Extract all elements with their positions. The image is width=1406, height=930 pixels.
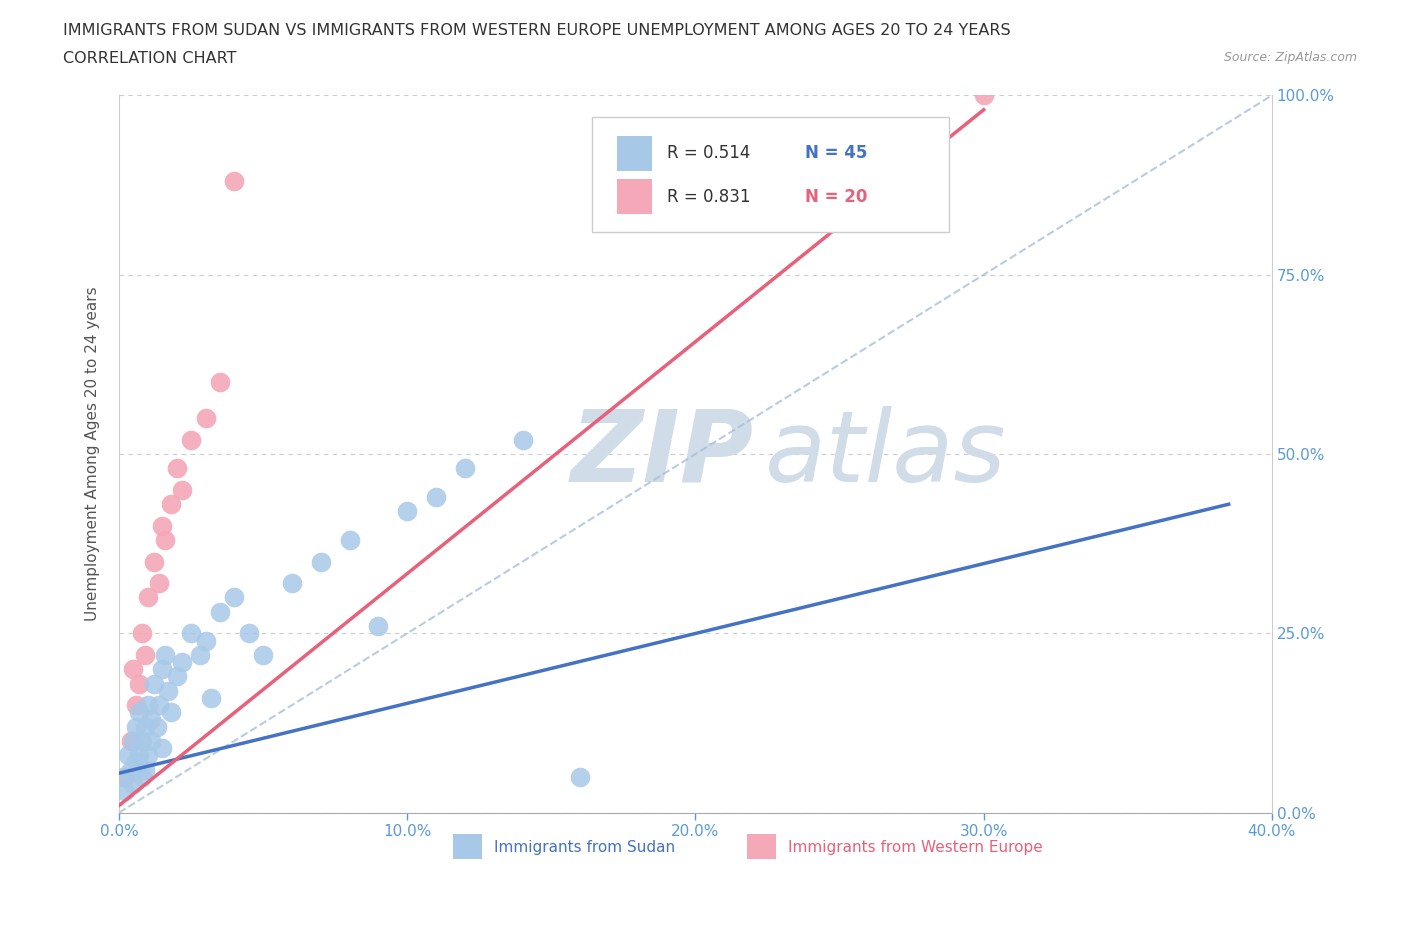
Point — [122, 777, 145, 791]
Point — [153, 647, 176, 662]
Bar — [453, 834, 482, 859]
Point — [281, 576, 304, 591]
Text: Immigrants from Western Europe: Immigrants from Western Europe — [787, 840, 1042, 855]
Point — [425, 489, 447, 504]
Text: IMMIGRANTS FROM SUDAN VS IMMIGRANTS FROM WESTERN EUROPE UNEMPLOYMENT AMONG AGES : IMMIGRANTS FROM SUDAN VS IMMIGRANTS FROM… — [63, 23, 1011, 38]
Point — [125, 755, 148, 770]
Point — [139, 734, 162, 749]
Point — [117, 748, 139, 763]
Point — [208, 375, 231, 390]
Point — [238, 626, 260, 641]
Y-axis label: Unemployment Among Ages 20 to 24 years: Unemployment Among Ages 20 to 24 years — [86, 286, 100, 621]
Point — [142, 554, 165, 569]
Point — [136, 698, 159, 712]
Point — [339, 533, 361, 548]
Bar — [617, 137, 651, 171]
Bar — [748, 834, 776, 859]
Point — [134, 647, 156, 662]
Point — [131, 734, 153, 749]
Point — [125, 698, 148, 712]
Point — [150, 518, 173, 533]
Point — [134, 763, 156, 777]
Point — [150, 740, 173, 755]
Point — [160, 497, 183, 512]
Point — [128, 676, 150, 691]
Point — [396, 504, 419, 519]
Bar — [617, 179, 651, 214]
Point — [148, 576, 170, 591]
Text: atlas: atlas — [765, 405, 1007, 502]
Point — [136, 748, 159, 763]
Point — [180, 432, 202, 447]
Point — [224, 174, 246, 189]
Point — [150, 662, 173, 677]
Point — [142, 676, 165, 691]
Point — [136, 590, 159, 604]
Point — [145, 719, 167, 734]
Point — [114, 784, 136, 799]
Point — [120, 734, 142, 749]
Point — [454, 461, 477, 476]
Point — [194, 633, 217, 648]
FancyBboxPatch shape — [592, 117, 949, 232]
Point — [157, 684, 180, 698]
Text: N = 20: N = 20 — [806, 188, 868, 206]
Point — [172, 655, 194, 670]
Point — [172, 483, 194, 498]
Text: ZIP: ZIP — [569, 405, 754, 502]
Point — [252, 647, 274, 662]
Point — [200, 690, 222, 705]
Point — [973, 88, 995, 103]
Point — [224, 590, 246, 604]
Text: Source: ZipAtlas.com: Source: ZipAtlas.com — [1223, 51, 1357, 64]
Point — [148, 698, 170, 712]
Point — [139, 712, 162, 727]
Point — [131, 626, 153, 641]
Point — [367, 618, 389, 633]
Point — [166, 669, 188, 684]
Text: N = 45: N = 45 — [806, 144, 868, 163]
Point — [120, 763, 142, 777]
Point — [128, 748, 150, 763]
Point — [122, 662, 145, 677]
Text: R = 0.831: R = 0.831 — [666, 188, 751, 206]
Point — [125, 719, 148, 734]
Point — [114, 769, 136, 784]
Point — [153, 533, 176, 548]
Point — [160, 705, 183, 720]
Text: CORRELATION CHART: CORRELATION CHART — [63, 51, 236, 66]
Point — [111, 769, 134, 784]
Point — [131, 769, 153, 784]
Point — [122, 734, 145, 749]
Point — [166, 461, 188, 476]
Point — [569, 769, 592, 784]
Point — [134, 719, 156, 734]
Point — [309, 554, 332, 569]
Point — [208, 604, 231, 619]
Text: R = 0.514: R = 0.514 — [666, 144, 749, 163]
Point — [194, 411, 217, 426]
Point — [188, 647, 211, 662]
Text: Immigrants from Sudan: Immigrants from Sudan — [494, 840, 675, 855]
Point — [512, 432, 534, 447]
Point — [180, 626, 202, 641]
Point — [128, 705, 150, 720]
